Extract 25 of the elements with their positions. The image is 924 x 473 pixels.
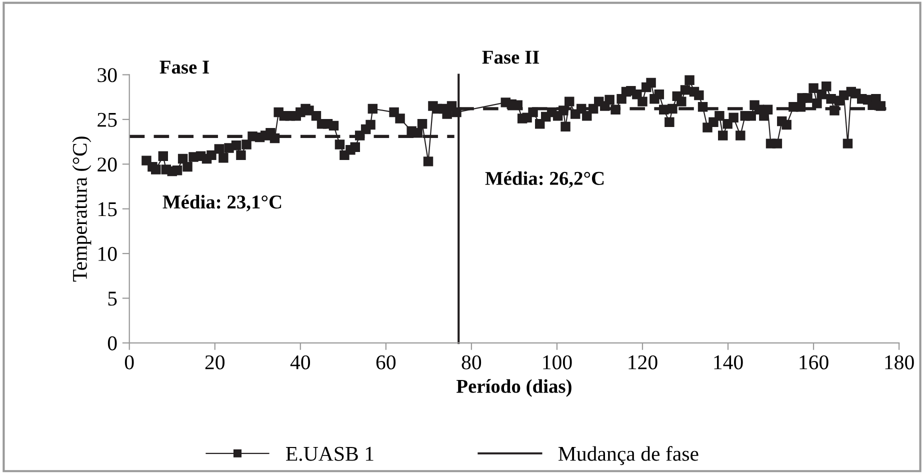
text: Fase II	[482, 50, 540, 64]
y-tick-label: 30	[98, 68, 117, 82]
x-tick-label: 60	[376, 355, 396, 370]
x-tick-label: 40	[290, 355, 310, 370]
annotation: Média: 26,2°C	[485, 171, 604, 188]
y-axis-title: Temperatura (°C)	[72, 136, 92, 282]
x-tick-label: 80	[462, 355, 482, 370]
x-tick-label: 120	[628, 355, 658, 370]
y-tick-label: 20	[98, 158, 117, 172]
x-tick-label: 100	[543, 355, 572, 370]
y-tick-label: 15	[98, 202, 117, 216]
x-tick-label: 180	[885, 355, 914, 370]
x-axis-title: Período (dias)	[456, 379, 572, 397]
annotation: Média: 23,1°C	[162, 194, 282, 212]
legend-label: Mudança de fase	[558, 446, 698, 466]
legend-label: E.UASB 1	[286, 446, 374, 461]
y-tick-label: 5	[108, 292, 117, 306]
y-tick-label: 0	[108, 336, 117, 350]
text: Fase I	[160, 60, 209, 74]
x-tick-label: 20	[205, 355, 225, 370]
x-tick-label: 140	[714, 355, 743, 370]
x-tick-label: 0	[124, 355, 134, 370]
y-tick-label: 10	[98, 246, 117, 261]
y-tick-label: 25	[98, 112, 117, 127]
x-tick-label: 160	[800, 355, 828, 370]
